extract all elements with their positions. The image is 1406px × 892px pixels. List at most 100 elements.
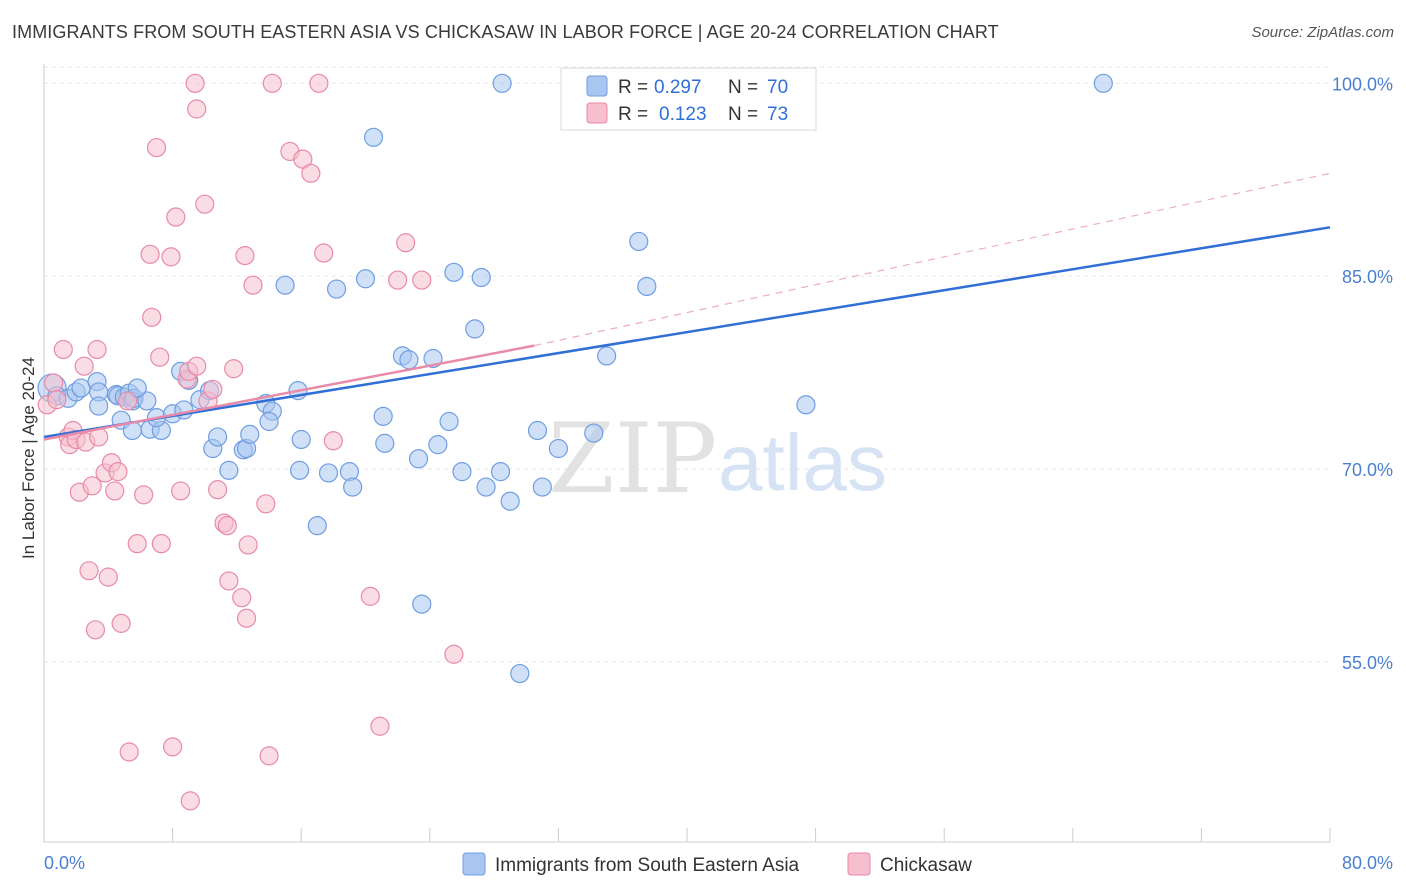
point-chickasaw xyxy=(236,608,257,628)
point-chickasaw xyxy=(243,275,263,295)
y-tick-labels: 55.0% 70.0% 85.0% 100.0% xyxy=(1332,74,1393,673)
legend-label-immigrants: Immigrants from South Eastern Asia xyxy=(495,855,800,876)
axes xyxy=(43,64,1331,843)
point-immigrants xyxy=(796,395,816,415)
point-chickasaw xyxy=(195,194,215,214)
point-immigrants xyxy=(584,423,604,443)
point-immigrants xyxy=(375,433,395,453)
legend-swatch-immigrants xyxy=(586,75,608,97)
point-chickasaw xyxy=(87,339,107,360)
point-chickasaw xyxy=(259,746,279,766)
point-immigrants xyxy=(343,477,363,497)
point-immigrants xyxy=(307,516,327,536)
trend-lines xyxy=(43,172,1331,441)
point-immigrants xyxy=(597,346,617,366)
point-chickasaw xyxy=(187,99,207,119)
legend-n-value-immigrants: 70 xyxy=(767,77,788,98)
point-immigrants xyxy=(363,127,384,147)
point-chickasaw xyxy=(309,73,329,93)
y-tick-label: 100.0% xyxy=(1332,74,1393,94)
point-immigrants xyxy=(259,411,279,432)
point-immigrants xyxy=(471,267,491,288)
y-tick-label: 70.0% xyxy=(1342,460,1393,480)
point-chickasaw xyxy=(142,307,162,327)
series-chickasaw-points xyxy=(37,73,464,811)
point-immigrants xyxy=(510,663,530,684)
point-immigrants xyxy=(318,463,339,483)
point-chickasaw xyxy=(314,243,334,263)
point-chickasaw xyxy=(111,613,131,633)
point-immigrants xyxy=(548,438,569,459)
point-chickasaw xyxy=(163,737,183,757)
point-immigrants xyxy=(373,406,393,426)
point-chickasaw xyxy=(232,588,252,608)
point-immigrants xyxy=(127,378,147,398)
point-chickasaw xyxy=(161,247,181,267)
legend-swatch-chickasaw xyxy=(847,852,871,876)
legend-swatch-immigrants xyxy=(462,852,486,876)
trend-line-immigrants xyxy=(43,226,1331,439)
point-immigrants xyxy=(408,449,429,469)
legend-r-value-chickasaw: 0.123 xyxy=(659,104,707,125)
point-immigrants xyxy=(439,411,459,432)
stats-legend: R = 0.297 N = 70 R = 0.123 N = 73 xyxy=(560,67,817,131)
point-chickasaw xyxy=(74,356,94,376)
point-chickasaw xyxy=(171,481,191,501)
y-tick-label: 85.0% xyxy=(1342,267,1393,287)
point-immigrants xyxy=(412,594,432,614)
point-chickasaw xyxy=(146,137,167,158)
source-credit: Source: ZipAtlas.com xyxy=(1251,24,1394,41)
legend-r-value-immigrants: 0.297 xyxy=(654,77,702,98)
point-chickasaw xyxy=(238,535,258,555)
point-chickasaw xyxy=(105,481,125,501)
point-chickasaw xyxy=(219,571,239,591)
point-immigrants xyxy=(399,350,419,370)
legend-swatch-chickasaw xyxy=(586,102,608,124)
point-chickasaw xyxy=(85,620,106,640)
point-chickasaw xyxy=(53,339,73,360)
trend-extension-chickasaw xyxy=(534,172,1331,347)
point-chickasaw xyxy=(117,391,138,411)
y-tick-label: 55.0% xyxy=(1342,653,1393,673)
point-immigrants xyxy=(137,391,157,411)
series-immigrants-points xyxy=(37,73,1113,684)
point-chickasaw xyxy=(187,356,207,376)
legend-r-label: R = xyxy=(618,104,648,125)
point-immigrants xyxy=(289,460,310,480)
legend-r-label: R = xyxy=(618,77,648,98)
point-immigrants xyxy=(490,462,511,482)
point-chickasaw xyxy=(47,390,67,410)
point-chickasaw xyxy=(140,244,160,264)
point-immigrants xyxy=(219,460,239,480)
point-immigrants xyxy=(500,491,520,511)
point-chickasaw xyxy=(151,534,171,554)
point-chickasaw xyxy=(127,534,147,554)
point-immigrants xyxy=(208,427,228,447)
point-chickasaw xyxy=(98,567,118,587)
watermark-zip: ZIP xyxy=(548,403,717,515)
legend-n-label: N = xyxy=(728,104,758,125)
point-chickasaw xyxy=(134,485,154,505)
point-immigrants xyxy=(532,477,552,497)
point-immigrants xyxy=(527,420,548,441)
trend-line-chickasaw xyxy=(43,344,535,441)
point-immigrants xyxy=(637,276,657,297)
point-chickasaw xyxy=(388,270,408,290)
point-chickasaw xyxy=(180,791,200,811)
point-chickasaw xyxy=(217,516,237,536)
point-immigrants xyxy=(326,279,347,299)
point-chickasaw xyxy=(262,73,282,93)
x-tick-label-max: 80.0% xyxy=(1342,853,1393,873)
point-immigrants xyxy=(492,73,512,93)
legend-n-label: N = xyxy=(728,77,758,98)
point-chickasaw xyxy=(203,379,223,399)
point-chickasaw xyxy=(79,561,99,581)
point-immigrants xyxy=(291,429,311,450)
point-chickasaw xyxy=(396,233,416,253)
point-immigrants xyxy=(629,231,649,252)
point-immigrants xyxy=(89,396,109,416)
point-chickasaw xyxy=(444,644,464,664)
y-axis-label: In Labor Force | Age 20-24 xyxy=(19,357,38,559)
point-chickasaw xyxy=(44,373,64,393)
